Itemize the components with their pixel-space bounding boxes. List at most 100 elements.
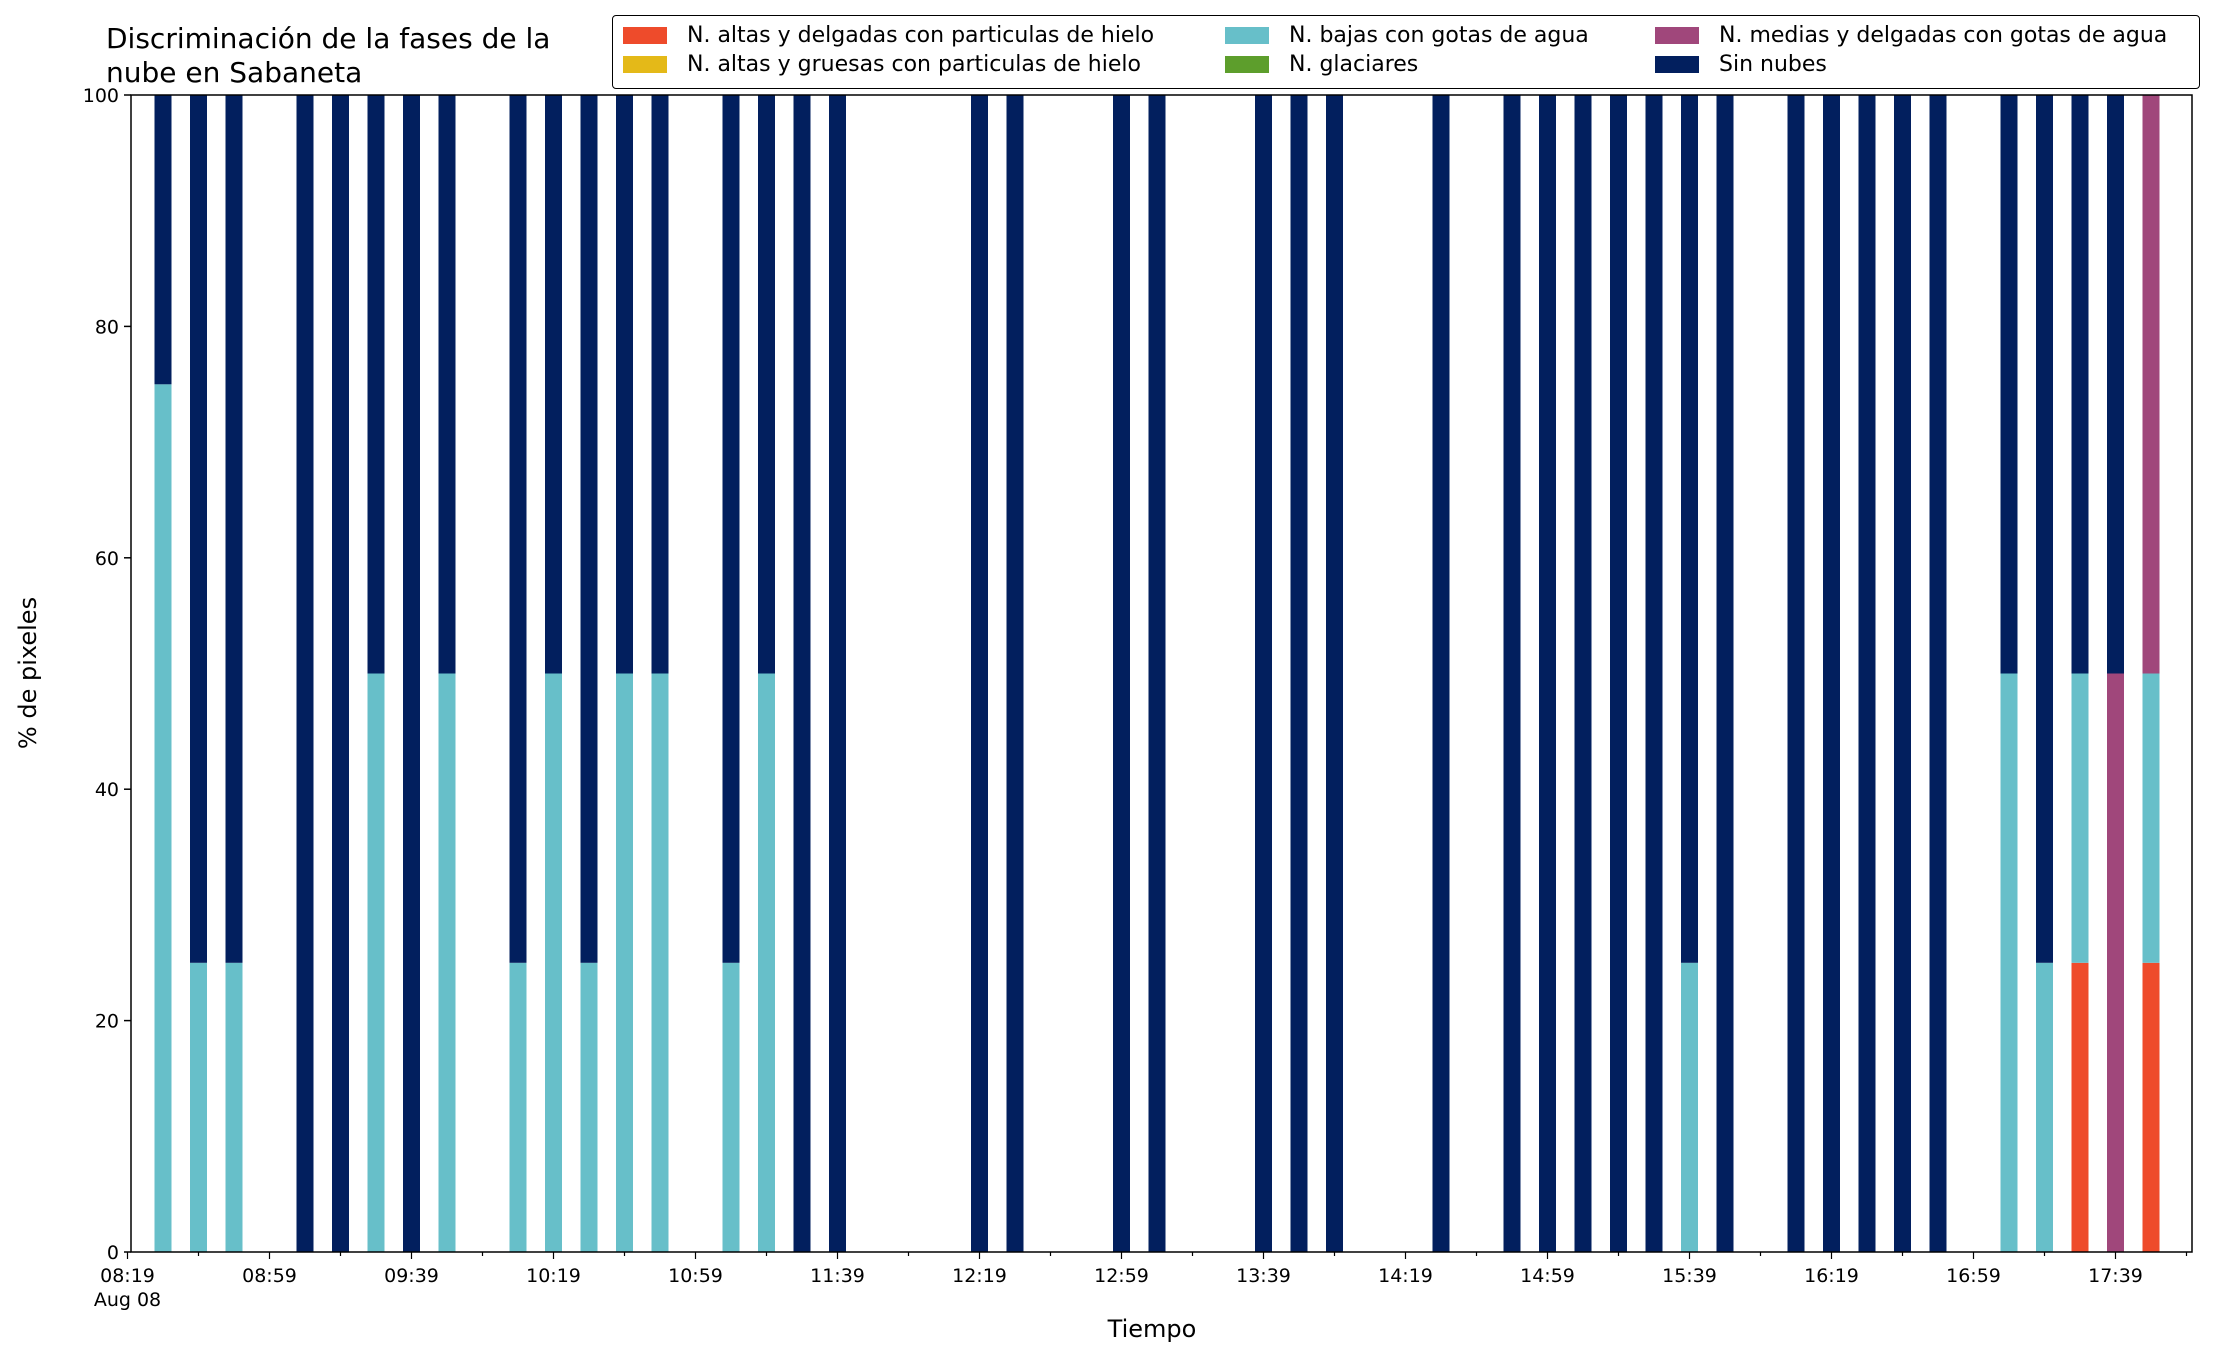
bar-segment-1449-s5 <box>1503 95 1521 1252</box>
bar-segment-1609-s5 <box>1787 95 1805 1252</box>
bar-segment-1309-s5 <box>1148 95 1166 1252</box>
axes-frame <box>130 94 2193 1253</box>
bar-segment-1009-s5 <box>509 95 527 963</box>
bar-segment-0949-s5 <box>438 95 456 674</box>
x-tick-label-1259: 12:59 <box>1094 1265 1149 1287</box>
bar-segment-0839-s5 <box>190 95 207 963</box>
chart-title: Discriminación de la fases de la nube en… <box>106 22 551 89</box>
bar-segment-1639-s5 <box>1894 95 1911 1252</box>
bar-segment-1459-s5 <box>1539 95 1556 1252</box>
bar-segment-1629-s5 <box>1858 95 1876 1252</box>
legend-label: N. glaciares <box>1289 52 1419 77</box>
y-tick-label-40: 40 <box>95 779 119 801</box>
bar-segment-1029-s2 <box>580 962 598 1253</box>
bar-segment-1349-s5 <box>1290 95 1308 1252</box>
bar-segment-1529-s5 <box>1645 95 1663 1252</box>
bar-segment-1619-s5 <box>1823 95 1840 1252</box>
bar-segment-1749-s2 <box>2142 673 2160 963</box>
legend-label: N. bajas con gotas de agua <box>1289 23 1589 48</box>
x-tick-label-1219: 12:19 <box>952 1265 1007 1287</box>
bar-segment-1719-s2 <box>2036 962 2053 1253</box>
x-tick-label-1139: 11:39 <box>810 1265 865 1287</box>
bar-segment-1129-s5 <box>793 95 811 1252</box>
x-tick-label-1339: 13:39 <box>1236 1265 1291 1287</box>
bar-segment-0829-s5 <box>154 95 172 385</box>
bar-segment-1119-s5 <box>758 95 775 674</box>
y-axis-label: % de pixeles <box>14 597 42 749</box>
bar-segment-1339-s5 <box>1255 95 1272 1252</box>
bar-segment-1109-s2 <box>722 962 740 1253</box>
y-tick-label-100: 100 <box>83 85 119 107</box>
bar-segment-1019-s2 <box>545 673 562 1252</box>
x-tick-label-1619: 16:19 <box>1804 1265 1859 1287</box>
x-axis: 08:19 Aug 08 08:59 09:39 10:19 10:59 11:39 12:1… <box>94 1252 2188 1311</box>
bar-segment-1139-s5 <box>829 95 846 1252</box>
legend-label: N. medias y delgadas con gotas de agua <box>1719 23 2168 48</box>
bar-segment-1029-s5 <box>580 95 598 963</box>
bar-segment-1219-s5 <box>971 95 988 1252</box>
bar-segment-0909-s5 <box>296 95 314 1252</box>
bar-segment-1009-s2 <box>509 962 527 1253</box>
bar-segment-1729-s2 <box>2071 673 2089 963</box>
bar-segment-0849-s2 <box>225 962 243 1253</box>
legend-swatch <box>623 27 667 44</box>
bar-segment-1039-s5 <box>616 95 633 674</box>
bar-segment-0929-s2 <box>367 673 385 1252</box>
x-tick-label-0939: 09:39 <box>384 1265 439 1287</box>
legend-swatch <box>1225 27 1269 44</box>
legend-label: N. altas y delgadas con particulas de hi… <box>687 23 1155 48</box>
bar-segment-1039-s2 <box>616 673 633 1252</box>
x-tick-label-1739: 17:39 <box>2088 1265 2143 1287</box>
bar-segment-1749-s4 <box>2142 95 2160 674</box>
bar-segment-1749-s0 <box>2142 962 2160 1253</box>
legend-swatch <box>623 56 667 73</box>
legend-swatch <box>1655 27 1699 44</box>
bar-segment-1519-s5 <box>1610 95 1627 1252</box>
bar-segment-1729-s5 <box>2071 95 2089 674</box>
x-tick-label-0859: 08:59 <box>242 1265 297 1287</box>
bar-segment-1739-s4 <box>2107 673 2124 1252</box>
bar-segment-1719-s5 <box>2036 95 2053 963</box>
x-tick-label-1059: 10:59 <box>668 1265 723 1287</box>
bar-segment-1259-s5 <box>1113 95 1130 1252</box>
bar-segment-1549-s5 <box>1716 95 1734 1252</box>
y-axis: 0 20 40 60 80 100 <box>83 85 131 1264</box>
legend: N. altas y delgadas con particulas de hi… <box>612 15 2200 89</box>
legend-label: Sin nubes <box>1719 52 1827 77</box>
bar-segment-1359-s5 <box>1326 95 1343 1252</box>
x-tick-label-1459: 14:59 <box>1520 1265 1575 1287</box>
bar-segment-1429-s5 <box>1432 95 1450 1252</box>
bar-segment-1649-s5 <box>1929 95 1947 1252</box>
bar-segment-0839-s2 <box>190 962 207 1253</box>
y-tick-label-20: 20 <box>95 1011 119 1033</box>
bar-segment-0919-s5 <box>332 95 349 1252</box>
bar-segment-0929-s5 <box>367 95 385 674</box>
bar-segment-1539-s5 <box>1681 95 1698 963</box>
x-tick-label-1659: 16:59 <box>1946 1265 2001 1287</box>
bar-segment-0949-s2 <box>438 673 456 1252</box>
x-tick-label-1019: 10:19 <box>526 1265 581 1287</box>
y-tick-label-60: 60 <box>95 548 119 570</box>
legend-swatch <box>1655 56 1699 73</box>
bars-layer <box>154 95 2160 1253</box>
bar-segment-1729-s0 <box>2071 962 2089 1253</box>
bar-segment-1119-s2 <box>758 673 775 1252</box>
bar-segment-1509-s5 <box>1574 95 1592 1252</box>
bar-segment-1019-s5 <box>545 95 562 674</box>
x-tick-label-0819: 08:19 Aug 08 <box>94 1265 161 1311</box>
y-tick-label-0: 0 <box>107 1242 119 1264</box>
legend-swatch <box>1225 56 1269 73</box>
x-axis-label: Tiempo <box>1107 1315 1197 1343</box>
bar-segment-1739-s5 <box>2107 95 2124 674</box>
bar-segment-1049-s2 <box>651 673 669 1252</box>
bar-segment-0829-s2 <box>154 384 172 1253</box>
bar-segment-1709-s5 <box>2000 95 2018 674</box>
x-tick-label-1419: 14:19 <box>1378 1265 1433 1287</box>
y-tick-label-80: 80 <box>95 316 119 338</box>
bar-segment-0939-s5 <box>403 95 420 1252</box>
bar-segment-1709-s2 <box>2000 673 2018 1252</box>
x-tick-label-1539: 15:39 <box>1662 1265 1717 1287</box>
bar-segment-1109-s5 <box>722 95 740 963</box>
legend-label: N. altas y gruesas con particulas de hie… <box>687 52 1141 77</box>
